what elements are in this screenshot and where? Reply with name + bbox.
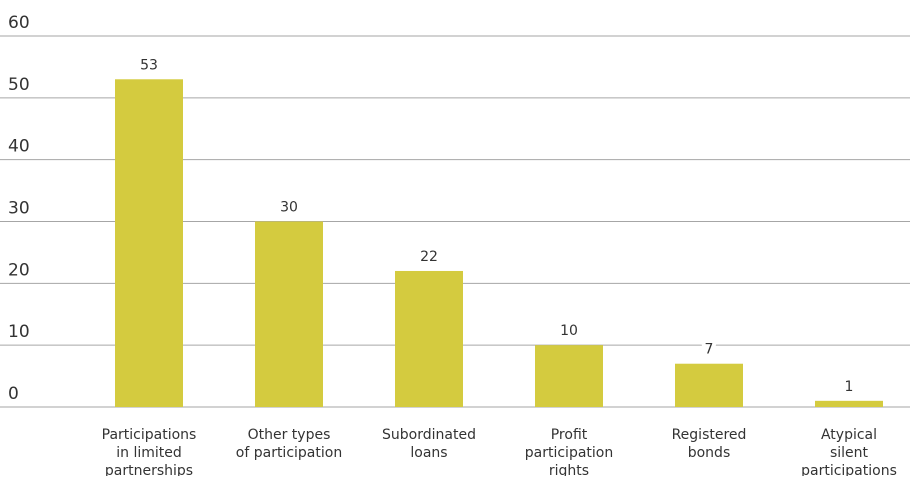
y-tick-label: 0 [8, 384, 19, 404]
data-label: 30 [280, 200, 298, 216]
data-label: 7 [705, 342, 714, 358]
x-category-label: Profit participation rights [525, 427, 613, 476]
bar [115, 79, 183, 408]
bar [395, 270, 463, 407]
bars [115, 79, 883, 408]
bar [815, 400, 883, 407]
data-label: 53 [140, 57, 158, 73]
x-category-label: Participations in limited partnerships [102, 427, 197, 476]
data-label: 10 [560, 323, 578, 339]
data-labels: 53 30 22 10 7 1 [136, 53, 857, 399]
x-category-label: Subordinated loans [382, 427, 476, 461]
y-axis-tick-labels: 0 10 20 30 40 50 60 [8, 13, 30, 404]
x-axis-category-labels: Participations in limited partnerships Othe… [102, 427, 897, 479]
x-category-label: Other types of participation [236, 427, 342, 461]
y-tick-label: 20 [8, 260, 30, 280]
y-tick-label: 50 [8, 75, 30, 95]
data-label: 1 [845, 379, 854, 395]
x-category-label: Atypical silent participations [801, 427, 897, 476]
x-category-label: Registered bonds [672, 427, 747, 461]
y-tick-label: 60 [8, 13, 30, 33]
y-tick-label: 10 [8, 322, 30, 342]
y-tick-label: 30 [8, 199, 30, 219]
bar [255, 221, 323, 407]
bar [535, 345, 603, 407]
bar [675, 363, 743, 407]
data-label: 22 [420, 249, 438, 265]
y-tick-label: 40 [8, 137, 30, 157]
